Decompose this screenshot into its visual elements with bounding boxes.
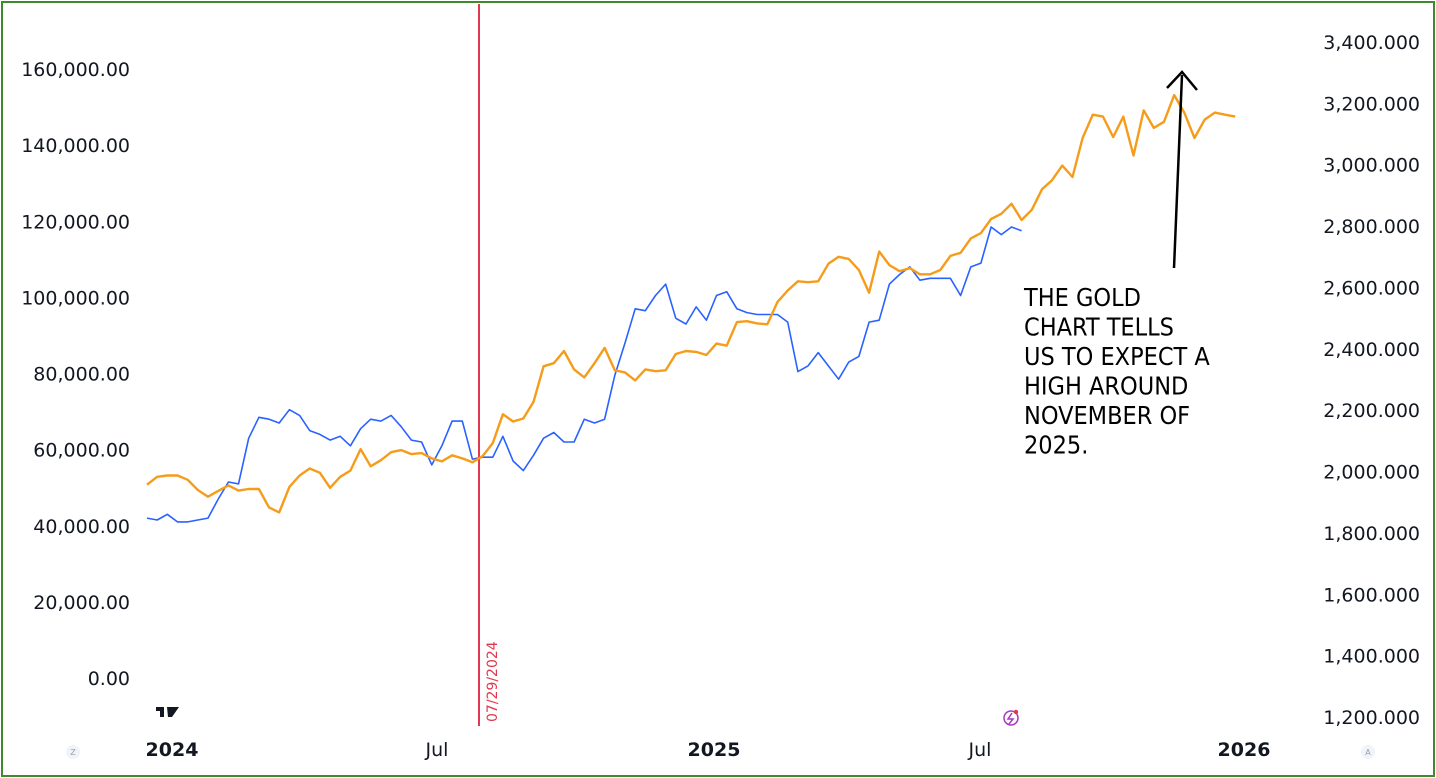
annotation-line: HIGH AROUND bbox=[1024, 372, 1188, 401]
series-line[interactable] bbox=[146, 93, 1236, 514]
left-tick-label: 40,000.00 bbox=[33, 516, 130, 538]
corner-label-right: A bbox=[1365, 748, 1371, 757]
annotation-line: NOVEMBER OF bbox=[1024, 401, 1190, 430]
x-tick-label: Jul bbox=[425, 739, 449, 761]
date-marker-label: 07/29/2024 bbox=[485, 641, 501, 722]
right-tick-label: 1,800.000 bbox=[1323, 523, 1420, 545]
left-axis: 160,000.00 140,000.00 120,000.00 100,000.00… bbox=[21, 59, 130, 690]
lightning-icon[interactable] bbox=[1003, 709, 1019, 726]
right-tick-label: 1,400.000 bbox=[1323, 646, 1420, 668]
right-axis: 3,400.000 3,200.000 3,000.000 2,800.000 2,60… bbox=[1323, 32, 1420, 729]
left-tick-label: 60,000.00 bbox=[33, 440, 130, 462]
annotation-line: 2025. bbox=[1024, 431, 1088, 460]
right-tick-label: 3,200.000 bbox=[1323, 93, 1420, 115]
left-tick-label: 160,000.00 bbox=[21, 59, 130, 81]
x-tick-label: Jul bbox=[968, 739, 992, 761]
annotation-line: CHART TELLS bbox=[1024, 313, 1174, 342]
left-tick-label: 0.00 bbox=[88, 668, 130, 690]
annotation-line: THE GOLD bbox=[1023, 283, 1141, 312]
gold-series[interactable] bbox=[146, 93, 1236, 514]
right-tick-label: 2,200.000 bbox=[1323, 400, 1420, 422]
right-tick-label: 3,000.000 bbox=[1323, 155, 1420, 177]
x-axis: 2024 Jul 2025 Jul 2026 bbox=[146, 739, 1271, 761]
right-tick-label: 1,600.000 bbox=[1323, 584, 1420, 606]
left-tick-label: 120,000.00 bbox=[21, 211, 130, 233]
right-tick-label: 2,000.000 bbox=[1323, 462, 1420, 484]
right-tick-label: 1,200.000 bbox=[1323, 707, 1420, 729]
annotation-arrow bbox=[1166, 70, 1198, 269]
right-tick-label: 2,800.000 bbox=[1323, 216, 1420, 238]
left-tick-label: 80,000.00 bbox=[33, 364, 130, 386]
x-tick-label: 2025 bbox=[688, 739, 741, 761]
right-tick-label: 2,600.000 bbox=[1323, 277, 1420, 299]
x-tick-label: 2024 bbox=[146, 739, 199, 761]
right-tick-label: 3,400.000 bbox=[1323, 32, 1420, 54]
corner-label-left: Z bbox=[70, 748, 76, 757]
series-line[interactable] bbox=[146, 226, 1022, 523]
tradingview-logo-icon bbox=[156, 707, 179, 717]
corner-badge-right[interactable]: A bbox=[1361, 745, 1375, 759]
x-tick-label: 2026 bbox=[1218, 739, 1271, 761]
left-tick-label: 20,000.00 bbox=[33, 592, 130, 614]
bitcoin-series[interactable] bbox=[146, 226, 1022, 523]
series-layer bbox=[146, 93, 1236, 523]
left-tick-label: 100,000.00 bbox=[21, 287, 130, 309]
corner-badge-left[interactable]: Z bbox=[66, 745, 80, 759]
left-tick-label: 140,000.00 bbox=[21, 135, 130, 157]
annotation-line: US TO EXPECT A bbox=[1024, 342, 1210, 371]
right-tick-label: 2,400.000 bbox=[1323, 339, 1420, 361]
